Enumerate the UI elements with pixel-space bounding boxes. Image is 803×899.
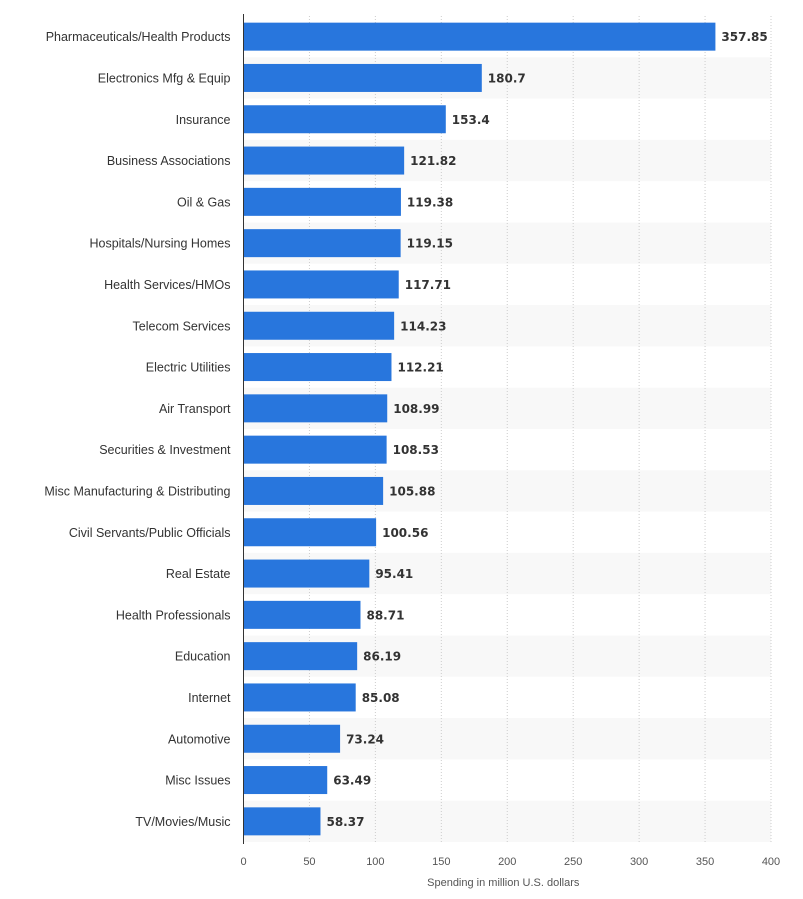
category-label: Misc Manufacturing & Distributing — [44, 484, 230, 498]
x-tick-label: 100 — [366, 856, 384, 868]
value-label: 108.99 — [393, 402, 439, 416]
category-label: Education — [175, 650, 231, 664]
value-label: 119.38 — [407, 195, 453, 209]
value-label: 73.24 — [346, 732, 384, 746]
bar[interactable] — [243, 270, 399, 299]
category-label: Civil Servants/Public Officials — [69, 526, 231, 540]
x-tick-label: 350 — [696, 856, 714, 868]
bar[interactable] — [243, 683, 356, 712]
bar[interactable] — [243, 724, 341, 753]
category-label: Automotive — [168, 732, 231, 746]
value-label: 153.4 — [452, 113, 490, 127]
value-label: 112.21 — [397, 361, 443, 375]
value-label: 85.08 — [362, 691, 400, 705]
category-label: Electric Utilities — [146, 361, 231, 375]
bar[interactable] — [243, 187, 401, 216]
bar[interactable] — [243, 105, 446, 134]
category-label: TV/Movies/Music — [135, 815, 230, 829]
category-label: Real Estate — [166, 567, 231, 581]
bar[interactable] — [243, 518, 377, 547]
bars — [243, 22, 716, 836]
value-label: 88.71 — [366, 608, 404, 622]
bar[interactable] — [243, 600, 361, 629]
bar[interactable] — [243, 394, 388, 423]
category-label: Health Professionals — [116, 608, 231, 622]
category-label: Pharmaceuticals/Health Products — [46, 30, 231, 44]
bar[interactable] — [243, 642, 358, 671]
category-label: Electronics Mfg & Equip — [98, 71, 231, 85]
value-label: 100.56 — [382, 526, 428, 540]
bar[interactable] — [243, 435, 387, 464]
bar[interactable] — [243, 766, 328, 795]
value-label: 86.19 — [363, 650, 401, 664]
category-label: Securities & Investment — [99, 443, 231, 457]
category-label: Hospitals/Nursing Homes — [89, 237, 230, 251]
category-label: Misc Issues — [165, 774, 230, 788]
bar[interactable] — [243, 807, 321, 836]
value-label: 114.23 — [400, 319, 446, 333]
value-labels: 357.85 180.7 153.4 121.82 119.38 119.15 117.71… — [326, 30, 767, 829]
x-tick-label: 150 — [432, 856, 450, 868]
x-axis-ticks: 0 50 100 150 200 250 300 350 400 — [240, 856, 780, 868]
value-label: 95.41 — [375, 567, 413, 581]
value-label: 121.82 — [410, 154, 456, 168]
category-label: Oil & Gas — [177, 195, 231, 209]
value-label: 119.15 — [407, 237, 453, 251]
value-label: 63.49 — [333, 774, 371, 788]
category-label: Business Associations — [107, 154, 231, 168]
bar[interactable] — [243, 63, 482, 92]
category-labels: Pharmaceuticals/Health Products Electroni… — [44, 30, 231, 829]
bar[interactable] — [243, 353, 392, 382]
category-label: Insurance — [176, 113, 231, 127]
x-tick-label: 50 — [303, 856, 315, 868]
value-label: 180.7 — [488, 71, 526, 85]
x-axis-title: Spending in million U.S. dollars — [427, 877, 580, 889]
x-tick-label: 400 — [762, 856, 780, 868]
value-label: 117.71 — [405, 278, 451, 292]
bar[interactable] — [243, 146, 405, 175]
x-tick-label: 0 — [240, 856, 246, 868]
bar[interactable] — [243, 229, 401, 258]
bar[interactable] — [243, 559, 370, 588]
value-label: 108.53 — [393, 443, 439, 457]
category-label: Health Services/HMOs — [104, 278, 230, 292]
value-label: 105.88 — [389, 484, 435, 498]
bar[interactable] — [243, 22, 716, 51]
x-tick-label: 250 — [564, 856, 582, 868]
category-label: Telecom Services — [133, 319, 231, 333]
category-label: Internet — [188, 691, 231, 705]
value-label: 58.37 — [326, 815, 364, 829]
category-label: Air Transport — [159, 402, 231, 416]
x-tick-label: 200 — [498, 856, 516, 868]
value-label: 357.85 — [721, 30, 767, 44]
bar[interactable] — [243, 311, 395, 340]
bar[interactable] — [243, 476, 384, 505]
x-tick-label: 300 — [630, 856, 648, 868]
